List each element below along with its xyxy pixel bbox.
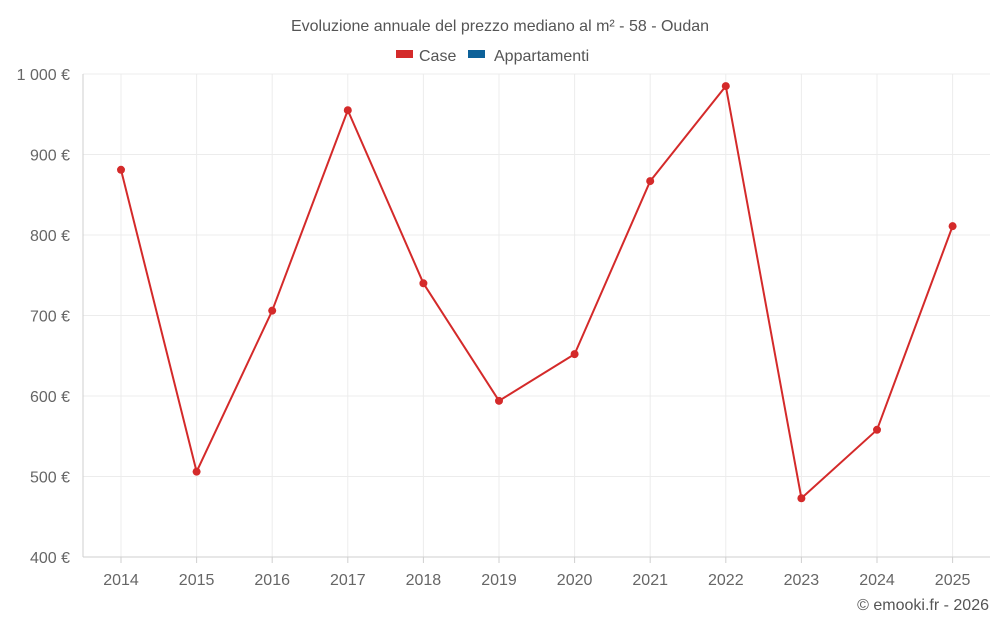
x-tick-label: 2017 [330, 572, 366, 589]
series-line-case [120, 85, 954, 500]
gridlines [83, 73, 990, 557]
data-point-2024[interactable] [873, 425, 881, 434]
legend: Case Appartamenti [396, 48, 589, 65]
legend-label-appartamenti: Appartamenti [494, 48, 589, 65]
x-tick-label: 2015 [179, 572, 215, 589]
y-tick-label: 600 € [30, 389, 70, 406]
data-point-2015[interactable] [192, 467, 201, 476]
data-point-2023[interactable] [797, 494, 806, 503]
chart-title: Evoluzione annuale del prezzo mediano al… [291, 18, 709, 35]
x-tick-label: 2025 [935, 572, 971, 589]
x-tick-label: 2014 [103, 572, 139, 589]
data-point-2016[interactable] [268, 306, 277, 315]
legend-label-case: Case [419, 48, 456, 65]
y-tick-label: 700 € [30, 309, 70, 326]
x-axis: 2014 2015 2016 2017 2018 2019 2020 2021 2022 2023… [83, 556, 990, 589]
data-point-2020[interactable] [570, 350, 579, 359]
data-point-2018[interactable] [419, 279, 428, 288]
x-tick-label: 2024 [859, 572, 895, 589]
data-point-2017[interactable] [343, 106, 352, 115]
y-tick-label: 800 € [30, 228, 70, 245]
x-tick-label: 2021 [632, 572, 668, 589]
x-tick-label: 2022 [708, 572, 744, 589]
series-layer [117, 82, 957, 503]
legend-item-appartamenti[interactable]: Appartamenti [468, 48, 589, 65]
credit-text: © emooki.fr - 2026 [857, 597, 989, 614]
x-tick-label: 2019 [481, 572, 517, 589]
y-tick-label: 500 € [30, 470, 70, 487]
legend-item-case[interactable]: Case [396, 48, 456, 65]
data-point-2021[interactable] [646, 177, 655, 186]
y-tick-label: 900 € [30, 148, 70, 165]
legend-swatch-appartamenti [468, 50, 485, 58]
x-tick-label: 2023 [784, 572, 820, 589]
y-tick-label: 400 € [30, 550, 70, 567]
y-tick-label: 1 000 € [17, 67, 70, 84]
x-tick-label: 2020 [557, 572, 593, 589]
data-point-2019[interactable] [495, 396, 503, 405]
legend-swatch-case [396, 50, 413, 58]
y-axis: 400 € 500 € 600 € 700 € 800 € 900 € 1 000 € [17, 67, 84, 567]
data-point-2014[interactable] [117, 165, 125, 174]
x-tick-label: 2018 [406, 572, 442, 589]
data-point-2025[interactable] [948, 222, 957, 231]
x-tick-label: 2016 [254, 572, 290, 589]
data-point-2022[interactable] [721, 82, 730, 91]
